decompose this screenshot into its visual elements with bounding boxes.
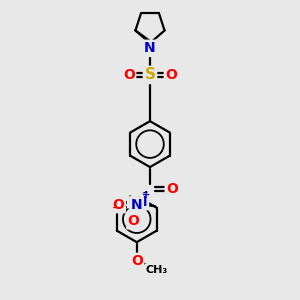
Text: O: O [128, 214, 140, 228]
Text: N: N [144, 41, 156, 56]
Text: −: − [112, 203, 121, 213]
Text: +: + [142, 190, 150, 200]
Text: H: H [128, 194, 138, 207]
Text: O: O [131, 254, 143, 268]
Text: N: N [136, 195, 148, 209]
Text: N: N [144, 41, 156, 56]
Text: N: N [131, 198, 142, 212]
Text: O: O [112, 198, 124, 212]
Text: CH₃: CH₃ [146, 265, 168, 275]
Text: S: S [145, 68, 155, 82]
Text: O: O [123, 68, 135, 82]
Text: O: O [165, 68, 177, 82]
Text: O: O [166, 182, 178, 196]
